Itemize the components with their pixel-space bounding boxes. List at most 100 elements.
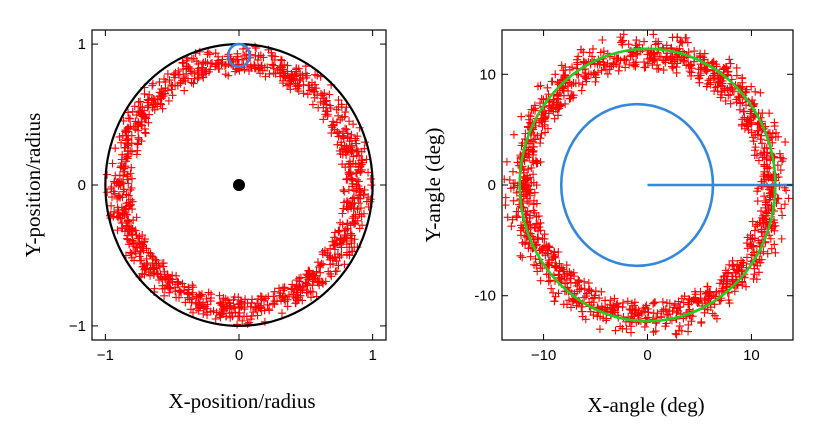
x-tick-label: 1 <box>368 347 376 364</box>
data-point <box>215 64 224 73</box>
data-point <box>523 197 532 206</box>
left-overlays-layer <box>104 42 374 328</box>
data-point <box>526 173 535 182</box>
data-point <box>295 282 304 291</box>
data-point <box>348 214 357 223</box>
data-point <box>540 115 549 124</box>
data-point <box>115 171 124 180</box>
data-point <box>220 62 229 71</box>
y-tick-label: −1 <box>69 318 86 335</box>
data-point <box>336 239 345 248</box>
data-point <box>743 244 752 253</box>
data-point <box>178 76 187 85</box>
data-point <box>558 83 567 92</box>
data-point <box>588 44 597 53</box>
data-point <box>141 235 150 244</box>
data-point <box>617 38 626 47</box>
data-point <box>556 101 565 110</box>
y-tick-label: 10 <box>479 66 496 83</box>
data-point <box>189 283 198 292</box>
data-point <box>502 193 510 202</box>
data-point <box>304 266 313 275</box>
data-point <box>360 144 369 153</box>
data-point <box>344 168 353 177</box>
data-point <box>166 284 175 293</box>
data-point <box>319 115 328 124</box>
data-point <box>609 301 618 310</box>
data-point <box>750 151 759 160</box>
data-point <box>114 191 123 200</box>
data-point <box>574 79 583 88</box>
data-point <box>184 62 193 71</box>
data-point <box>735 105 744 114</box>
data-point <box>178 59 187 68</box>
data-point <box>756 258 765 267</box>
data-point <box>649 328 658 337</box>
data-point <box>562 300 571 309</box>
data-point <box>155 88 164 97</box>
data-point <box>782 186 791 195</box>
data-point <box>578 312 587 321</box>
data-point <box>757 228 766 237</box>
data-point <box>126 114 135 123</box>
data-point <box>653 309 662 318</box>
data-point <box>658 297 667 306</box>
data-point <box>722 279 731 288</box>
data-point <box>700 296 709 305</box>
data-point <box>186 67 195 76</box>
data-point <box>348 194 357 203</box>
data-point <box>156 99 165 108</box>
data-point <box>127 183 136 192</box>
data-point <box>680 57 689 66</box>
data-point <box>278 283 287 292</box>
y-tick-label: 0 <box>78 177 86 194</box>
data-point <box>126 185 135 194</box>
data-point <box>687 68 696 77</box>
data-point <box>347 130 356 139</box>
data-point <box>130 247 139 256</box>
data-point <box>528 137 537 146</box>
data-point <box>257 61 266 70</box>
data-point <box>732 95 741 104</box>
data-point <box>650 56 659 65</box>
left-x-ticks: −1 0 1 <box>97 30 377 364</box>
data-point <box>618 324 627 333</box>
data-point <box>364 168 373 177</box>
data-point <box>148 259 157 268</box>
data-point <box>700 308 709 317</box>
data-point <box>113 226 122 235</box>
data-point <box>128 147 137 156</box>
data-point <box>232 56 241 65</box>
data-point <box>139 246 148 255</box>
data-point <box>612 54 621 63</box>
data-point <box>756 88 765 97</box>
data-point <box>703 282 712 291</box>
data-point <box>294 87 303 96</box>
data-point <box>122 157 131 166</box>
data-point <box>524 165 533 174</box>
data-point <box>356 167 365 176</box>
data-point <box>577 284 586 293</box>
data-point <box>696 49 705 58</box>
data-point <box>725 260 734 269</box>
data-point <box>753 197 762 206</box>
data-point <box>234 312 243 321</box>
data-point <box>640 322 649 331</box>
data-point <box>751 222 760 231</box>
data-point <box>340 260 349 269</box>
data-point <box>765 163 774 172</box>
data-point <box>143 260 152 269</box>
data-point <box>189 79 198 88</box>
data-point <box>751 143 760 152</box>
data-point <box>116 214 125 223</box>
data-point <box>302 288 311 297</box>
data-point <box>296 75 305 84</box>
data-point <box>168 91 177 100</box>
data-point <box>651 326 660 335</box>
data-point <box>530 208 539 217</box>
data-point <box>126 200 135 209</box>
data-point <box>776 166 785 175</box>
data-point <box>567 303 576 312</box>
data-point <box>251 51 260 60</box>
data-point <box>536 226 545 235</box>
